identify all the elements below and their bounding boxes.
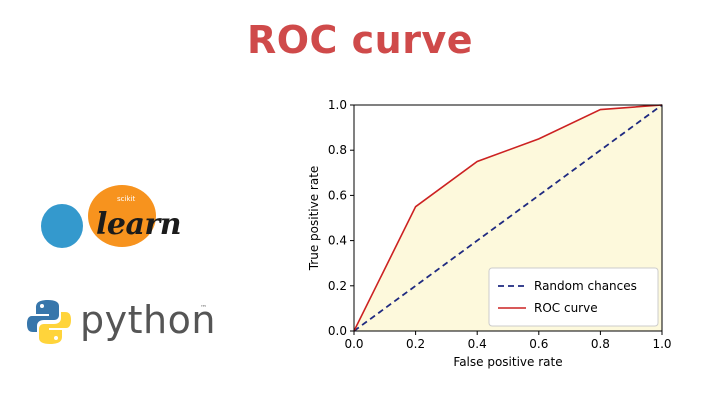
x-axis-label: False positive rate <box>453 355 562 369</box>
python-wordmark: python <box>80 298 216 342</box>
plot-frame <box>353 104 663 332</box>
sklearn-scikit-label: scikit <box>117 195 136 203</box>
legend-box <box>488 267 659 327</box>
scikit-learn-logo: scikit learn <box>36 174 196 264</box>
y-tick-label: 0.2 <box>328 279 347 293</box>
python-snake-icon <box>27 300 71 344</box>
roc-curve-line <box>353 104 663 332</box>
scikit-learn-logo-icon <box>41 185 156 248</box>
y-tick-label: 0.4 <box>328 234 347 248</box>
y-tick-label: 0.6 <box>328 188 347 202</box>
y-tick-label: 1.0 <box>328 98 347 112</box>
python-trademark: ™ <box>200 304 207 312</box>
roc-chart: 0.0 0.2 0.4 0.6 0.8 1.0 0.0 0.2 0.4 0.6 0.8 1.0 Fals… <box>307 98 672 369</box>
x-tick-label: 1.0 <box>652 337 671 351</box>
python-logo: python ™ <box>22 296 222 356</box>
y-axis-label: True positive rate <box>307 166 321 272</box>
x-tick-label: 0.2 <box>406 337 425 351</box>
x-tick-label: 0.0 <box>344 337 363 351</box>
random-chances-line <box>353 104 663 332</box>
legend-roc-label: ROC curve <box>534 301 598 315</box>
y-tick-label: 0.8 <box>328 143 347 157</box>
sklearn-learn-label: learn <box>96 207 182 242</box>
y-tick-label: 0.0 <box>328 324 347 338</box>
x-tick-label: 0.8 <box>591 337 610 351</box>
page-title: ROC curve <box>246 18 474 62</box>
legend-random-label: Random chances <box>534 279 637 293</box>
x-tick-label: 0.6 <box>529 337 548 351</box>
x-tick-label: 0.4 <box>468 337 487 351</box>
